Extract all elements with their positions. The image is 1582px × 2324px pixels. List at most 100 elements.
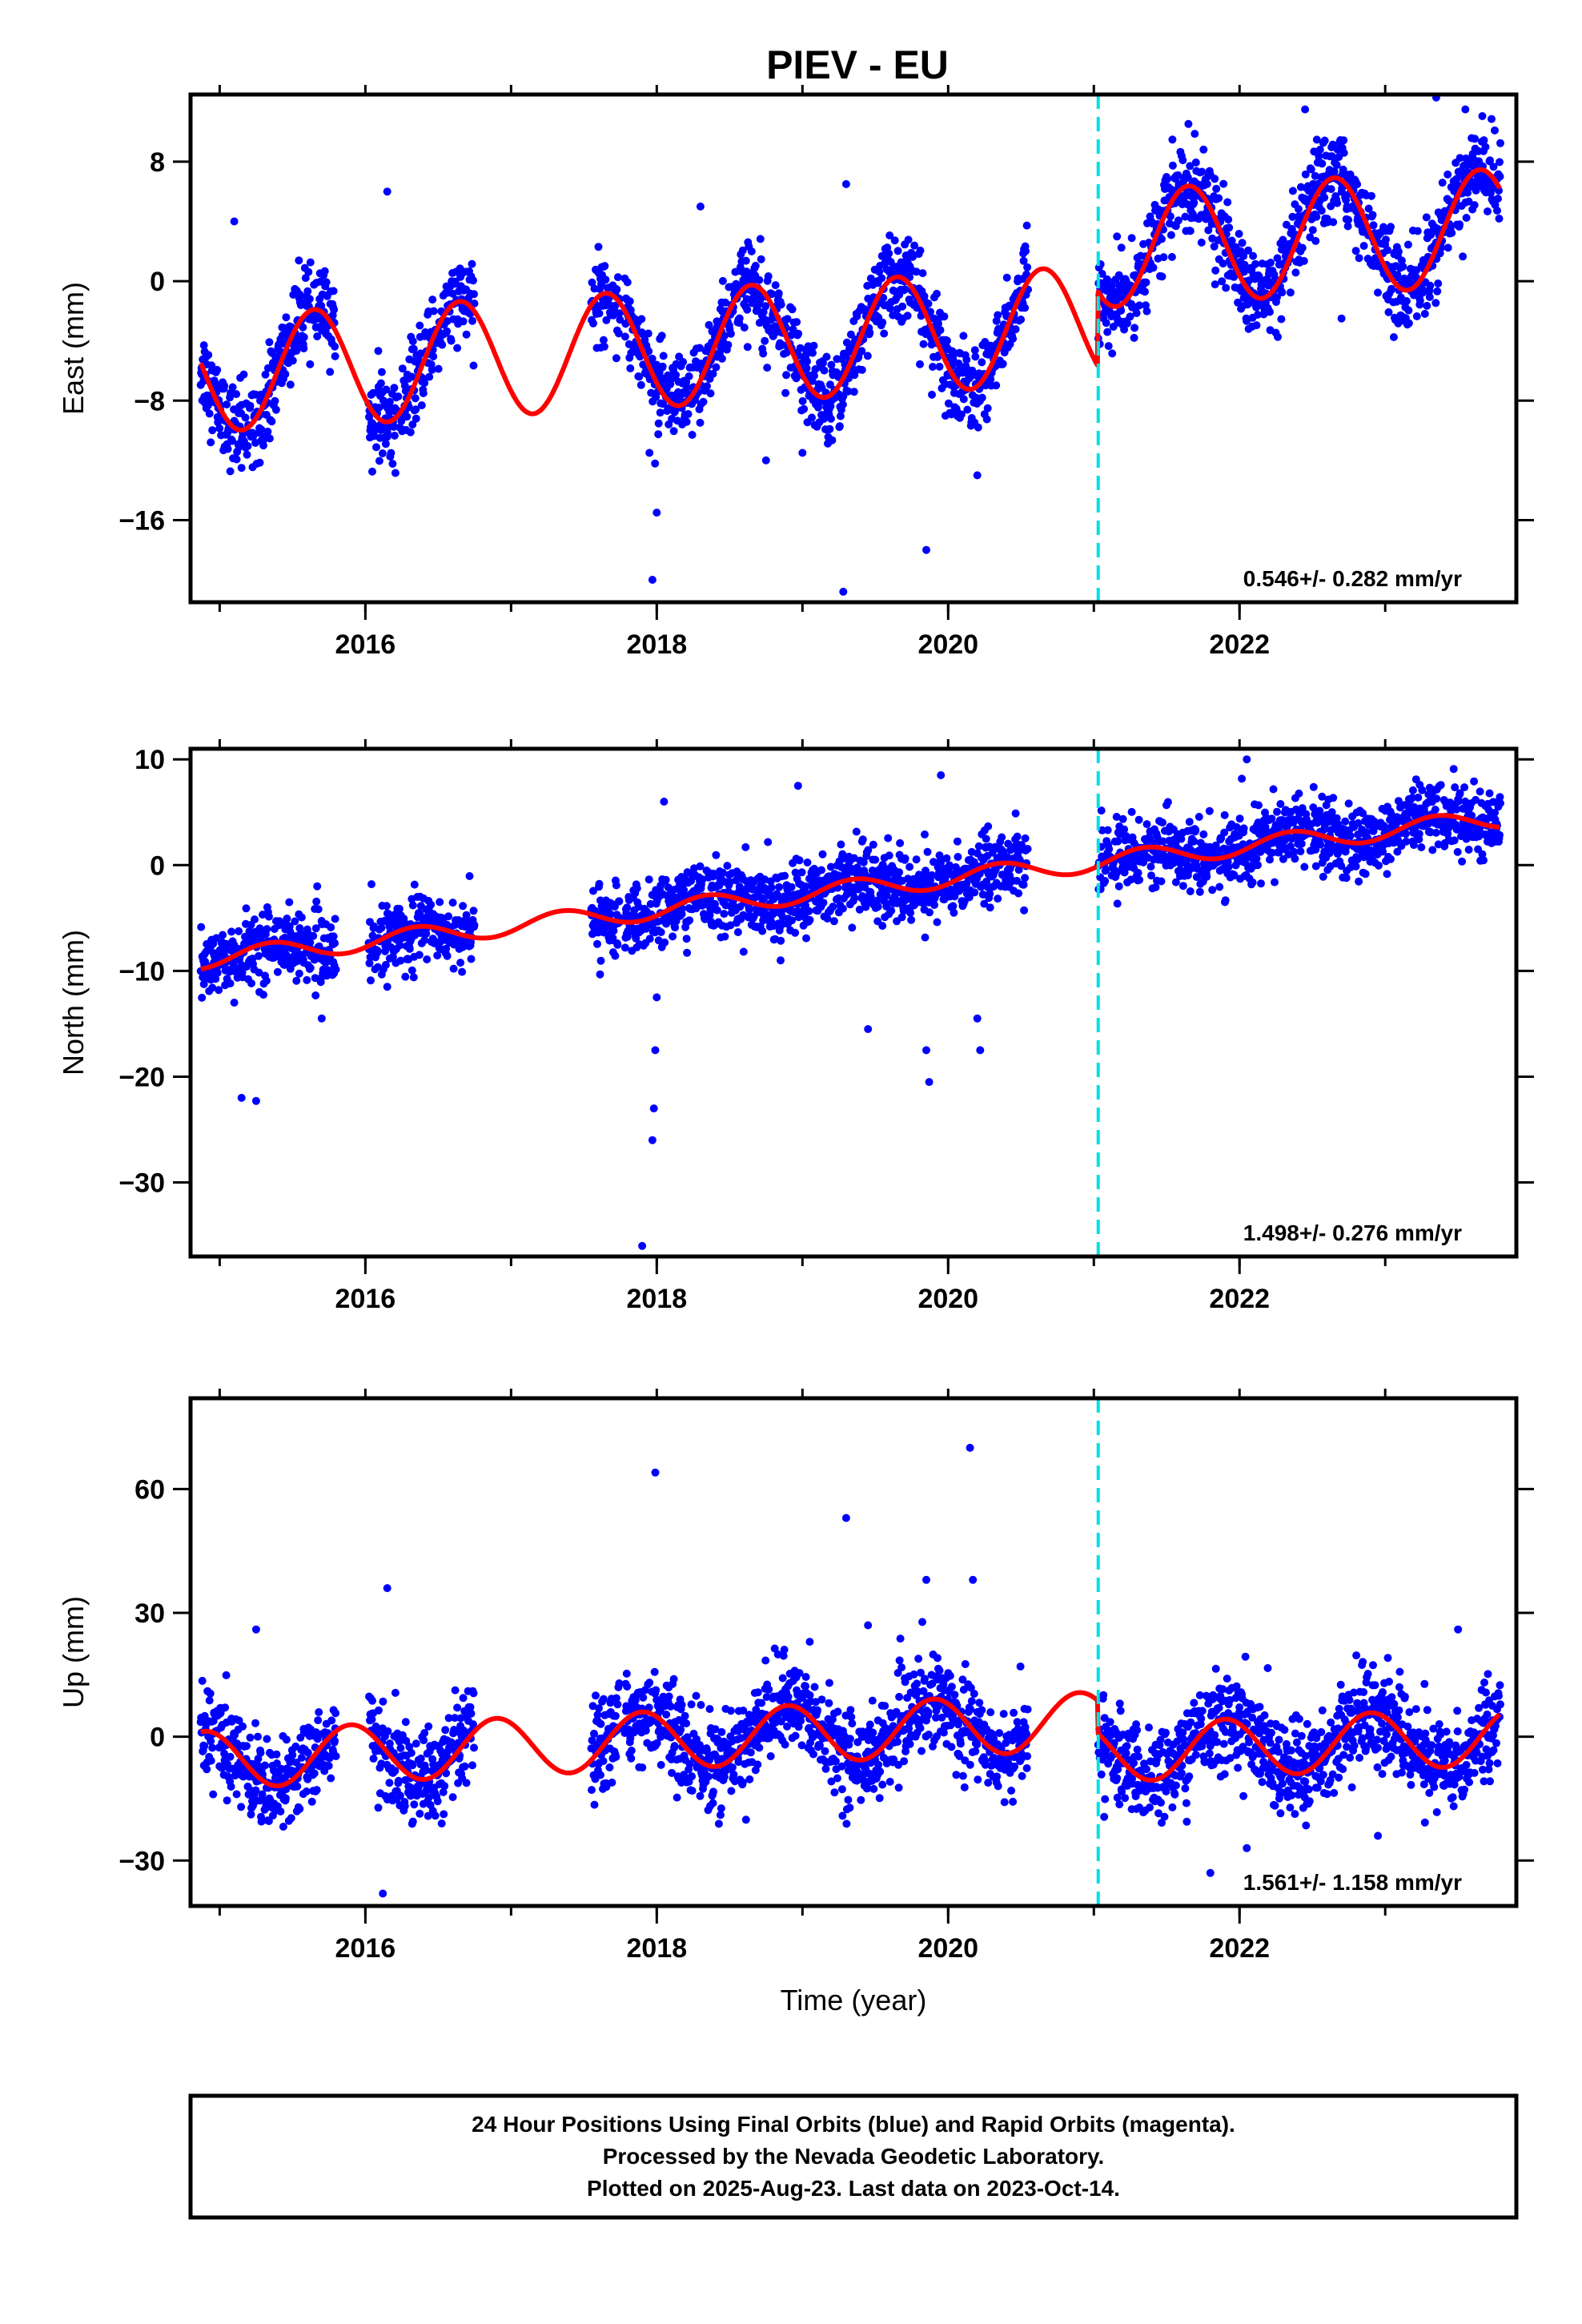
north-data-point [1341,817,1350,826]
east-data-point [654,419,663,428]
east-data-point [1142,307,1151,316]
east-data-point [696,418,705,427]
east-data-point [1307,165,1315,174]
east-data-point [1108,349,1117,358]
east-data-point [893,247,902,255]
east-data-point [306,258,315,267]
east-data-point [469,276,477,285]
north-data-point [1432,794,1441,803]
east-data-point [1219,179,1228,188]
east-data-point [1315,152,1323,160]
east-data-point [1444,196,1453,205]
east-data-point [857,365,866,374]
north-data-point [1205,806,1214,815]
north-data-point [721,932,729,941]
north-data-point [295,924,304,932]
north-data-point [1013,832,1022,841]
east-data-point [416,321,424,330]
north-data-point [1401,830,1410,838]
north-data-point [767,883,776,892]
east-data-point [825,424,834,433]
east-data-point [803,357,811,366]
east-data-point [1425,292,1434,301]
north-data-point [713,906,721,915]
east-data-point [1123,319,1132,328]
east-data-point [825,380,834,389]
north-data-point [896,838,905,847]
north-data-point [1319,872,1327,881]
north-data-point [1458,857,1467,866]
east-data-point [1496,172,1504,181]
east-data-point [1433,287,1442,296]
north-data-point [1248,878,1257,887]
north-data-point [410,880,419,889]
east-data-point [657,332,666,340]
east-data-point [1112,287,1121,296]
east-data-point [259,432,267,441]
north-data-point [1296,847,1305,856]
east-data-point [1383,246,1391,255]
north-data-point [1020,906,1029,915]
north-data-point [982,834,990,843]
up-data-point [205,1696,214,1705]
north-outlier-point [638,1241,647,1250]
east-data-point [774,289,783,298]
east-data-point [974,423,982,432]
east-data-point [381,440,390,448]
east-data-point [1393,271,1402,279]
north-data-point [1383,870,1391,879]
north-data-point [448,899,457,907]
east-data-point [438,340,447,349]
north-data-point [895,868,904,877]
east-data-point [648,354,656,363]
east-data-point [372,443,380,452]
east-data-point [220,381,229,390]
east-data-point [1291,268,1300,277]
north-scatter-series [196,755,1504,1250]
east-data-point [1223,198,1232,207]
east-data-point [721,298,729,307]
north-data-point [709,869,717,878]
east-data-point [614,329,623,338]
north-data-point [306,938,315,947]
east-data-point [885,304,894,313]
east-data-point [903,312,912,320]
north-data-point [459,902,468,911]
east-data-point [679,358,688,366]
north-data-point [367,880,375,889]
east-data-point [263,364,272,372]
north-data-point [726,921,735,930]
east-data-point [959,395,968,404]
north-data-point [829,903,837,911]
east-data-point [462,330,471,339]
north-data-point [199,979,208,988]
east-data-point [1174,171,1182,179]
east-data-point [928,390,936,399]
north-data-point [1470,777,1479,786]
east-data-point [940,312,949,321]
north-data-point [787,883,796,891]
east-data-point [1384,308,1393,316]
east-data-point [1456,220,1464,229]
east-data-point [1431,299,1440,308]
east-data-point [204,351,213,360]
east-data-point [1120,325,1129,334]
north-data-point [422,930,431,938]
east-data-point [757,255,765,263]
east-data-point [207,438,215,447]
east-data-point [957,410,966,419]
north-data-point [623,932,632,941]
north-data-point [219,931,227,939]
east-data-point [1130,333,1138,342]
east-data-point [322,278,331,287]
east-data-point [756,235,765,243]
east-data-point [783,315,792,324]
east-data-point [1288,187,1297,195]
east-data-point [1286,288,1295,297]
east-data-point [1318,159,1327,168]
north-data-point [803,858,812,866]
east-data-point [317,301,326,310]
north-data-point [1113,899,1122,908]
north-data-point [1480,856,1488,865]
